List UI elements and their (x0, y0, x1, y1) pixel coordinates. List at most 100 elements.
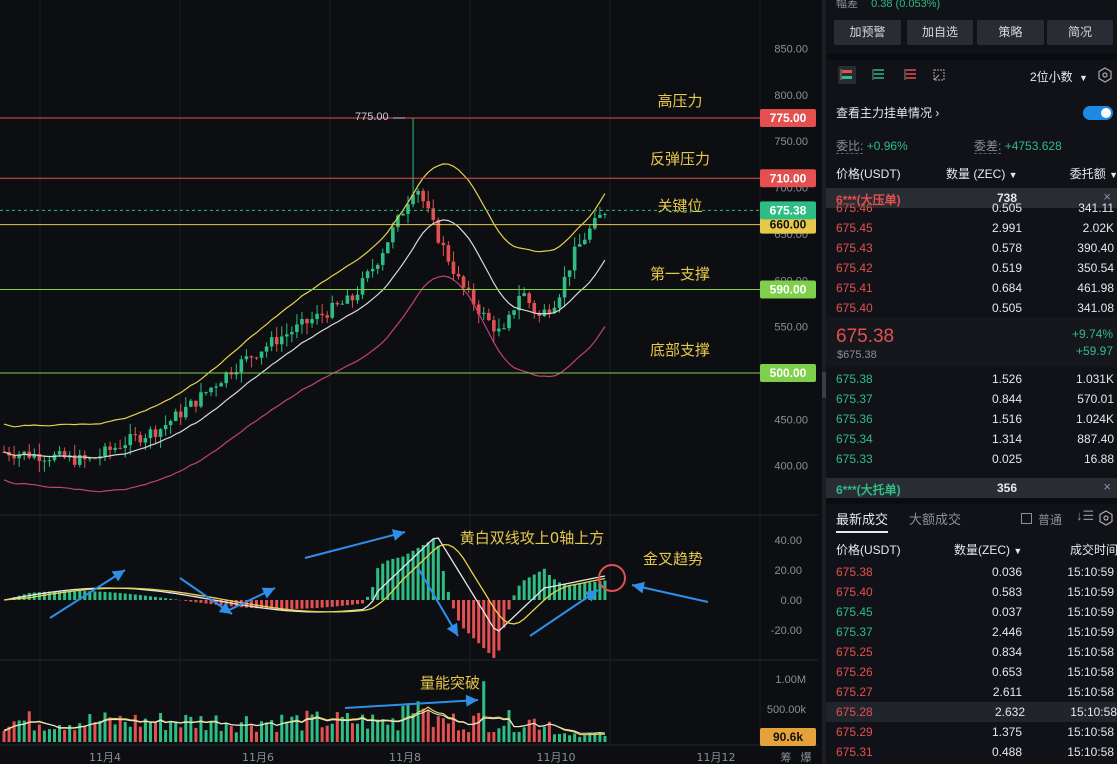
big-bid-label: 6***(大托单) (836, 483, 901, 497)
trade-row[interactable]: 675.40 0.583 15:10:59 (836, 582, 1114, 602)
book-asks-icon[interactable] (902, 66, 920, 84)
level-badge (760, 364, 816, 382)
main-orders-toggle[interactable] (1083, 106, 1113, 120)
volume-bar (209, 722, 213, 742)
divider-grip[interactable] (822, 372, 826, 398)
trade-row[interactable]: 675.38 0.036 15:10:59 (836, 562, 1114, 582)
trade-row[interactable]: 675.26 0.653 15:10:58 (836, 662, 1114, 682)
candle-body (360, 278, 365, 295)
macd-histogram-bar (517, 585, 521, 600)
volume-bar (431, 727, 435, 742)
normal-checkbox[interactable] (1021, 513, 1032, 524)
decimals-select[interactable]: 2位小数 ▼ (1030, 68, 1088, 85)
order-book-side-panel: 幅差 0.38 (0.053%) 加预警 加自选 策略 简况 2位小数 ▼ 查看… (826, 0, 1117, 764)
book-both-icon[interactable] (838, 66, 856, 84)
book-header-amount[interactable]: 委托额 ▼ (1069, 167, 1117, 181)
add-alert-button[interactable]: 加预警 (834, 20, 901, 45)
trade-row[interactable]: 675.27 2.611 15:10:58 (836, 682, 1114, 702)
spread-label: 幅差 (836, 0, 858, 10)
last-change-percent: +9.74% (1071, 327, 1113, 341)
macd-histogram-bar (532, 574, 536, 600)
trade-row[interactable]: 675.28 2.632 15:10:58 (826, 702, 1117, 722)
volume-badge (760, 728, 816, 746)
volume-bar (401, 705, 405, 742)
volume-bar (522, 727, 526, 742)
ask-row[interactable]: 675.46 0.505 341.11 (836, 198, 1114, 218)
candle-body (279, 336, 284, 345)
trade-price: 675.31 (836, 745, 873, 759)
volume-bar (593, 732, 597, 742)
volume-bar (103, 712, 107, 742)
ask-row[interactable]: 675.41 0.684 461.98 (836, 278, 1114, 298)
trade-row[interactable]: 675.37 2.446 15:10:59 (836, 622, 1114, 642)
candlestick-chart-panel[interactable]: 850.00800.00750.00700.00650.00600.00550.… (0, 0, 822, 764)
main-orders-label: 查看主力挂单情况 (836, 106, 933, 120)
close-icon[interactable]: × (1103, 479, 1111, 494)
overview-button[interactable]: 简况 (1047, 20, 1113, 45)
bid-row[interactable]: 675.37 0.844 570.01 (836, 389, 1114, 409)
candle-body (476, 304, 481, 315)
close-icon[interactable]: × (1103, 189, 1111, 204)
bollinger-lower-line (3, 275, 606, 493)
volume-bar (123, 721, 127, 742)
ask-row[interactable]: 675.43 0.578 390.40 (836, 238, 1114, 258)
volume-axis-tick: 1.00M (775, 674, 806, 686)
ask-row[interactable]: 675.45 2.991 2.02K (836, 218, 1114, 238)
candle-body (406, 204, 410, 214)
trade-row[interactable]: 675.31 0.488 15:10:58 (836, 742, 1114, 762)
volume-bar (138, 726, 142, 742)
volume-bar (325, 725, 329, 742)
macd-dea-line (3, 544, 606, 625)
volume-bar (552, 734, 556, 742)
macd-histogram-bar (386, 560, 390, 600)
bid-qty: 1.516 (991, 412, 1022, 426)
ask-row[interactable]: 675.42 0.519 350.54 (836, 258, 1114, 278)
macd-histogram-bar (381, 563, 385, 600)
bid-row[interactable]: 675.38 1.526 1.031K (836, 369, 1114, 389)
volume-bar (37, 724, 41, 742)
macd-histogram-bar (88, 591, 92, 600)
candle-body (345, 295, 350, 304)
ask-price: 675.43 (836, 241, 873, 255)
strategy-button[interactable]: 策略 (977, 20, 1044, 45)
main-orders-link[interactable]: 查看主力挂单情况 › (836, 104, 939, 121)
commit-ratio: 委比: +0.96% (836, 137, 908, 154)
trade-row[interactable]: 675.29 1.375 15:10:58 (836, 722, 1114, 742)
volume-bar (249, 725, 253, 742)
candle-body (431, 208, 436, 220)
macd-histogram-bar (108, 592, 112, 600)
ask-row[interactable]: 675.40 0.505 341.08 (836, 298, 1114, 318)
trades-header-qty[interactable]: 数量(ZEC) ▼ (954, 543, 1023, 557)
book-header-qty[interactable]: 数量 (ZEC) ▼ (946, 167, 1018, 181)
level-annotation: 反弹压力 (650, 150, 710, 168)
volume-bar (7, 726, 11, 742)
bid-amount: 887.40 (1077, 432, 1114, 446)
bid-row[interactable]: 675.36 1.516 1.024K (836, 409, 1114, 429)
price-chart[interactable]: 850.00800.00750.00700.00650.00600.00550.… (0, 0, 822, 764)
macd-axis-tick: 0.00 (781, 595, 802, 607)
commit-ratio-value: +0.96% (866, 139, 908, 153)
bid-row[interactable]: 675.33 0.025 16.88 (836, 449, 1114, 469)
big-ask-row[interactable]: 6***(大压单) 738 × (826, 188, 1117, 208)
ask-amount: 350.54 (1077, 261, 1114, 275)
candle-body (295, 324, 299, 333)
big-bid-row[interactable]: 6***(大托单) 356 × (826, 478, 1117, 498)
bid-row[interactable]: 675.34 1.314 887.40 (836, 429, 1114, 449)
candle-body (487, 312, 491, 321)
settings-icon[interactable] (1098, 67, 1112, 86)
sort-icon[interactable]: ↓☰ (1076, 508, 1095, 523)
candle-body (42, 460, 47, 462)
candle-body (290, 332, 294, 335)
candle-body (441, 242, 446, 246)
tab-large-trades[interactable]: 大额成交 (909, 512, 962, 527)
volume-bar (406, 703, 410, 742)
settings-icon[interactable] (1099, 510, 1113, 529)
tab-latest-trades[interactable]: 最新成交 (836, 509, 889, 533)
candle-body (380, 253, 385, 265)
trade-row[interactable]: 675.45 0.037 15:10:59 (836, 602, 1114, 622)
panel-divider[interactable] (822, 0, 826, 764)
book-bids-icon[interactable] (870, 66, 888, 84)
popout-icon[interactable] (930, 66, 948, 84)
trade-row[interactable]: 675.25 0.834 15:10:58 (836, 642, 1114, 662)
add-watchlist-button[interactable]: 加自选 (907, 20, 973, 45)
